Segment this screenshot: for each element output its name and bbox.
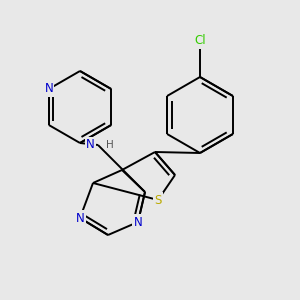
Text: N: N (76, 212, 84, 224)
Text: N: N (134, 215, 142, 229)
Text: Cl: Cl (194, 34, 206, 47)
Text: N: N (86, 139, 95, 152)
Text: H: H (106, 140, 114, 150)
Text: N: N (44, 82, 53, 95)
Text: S: S (154, 194, 162, 206)
